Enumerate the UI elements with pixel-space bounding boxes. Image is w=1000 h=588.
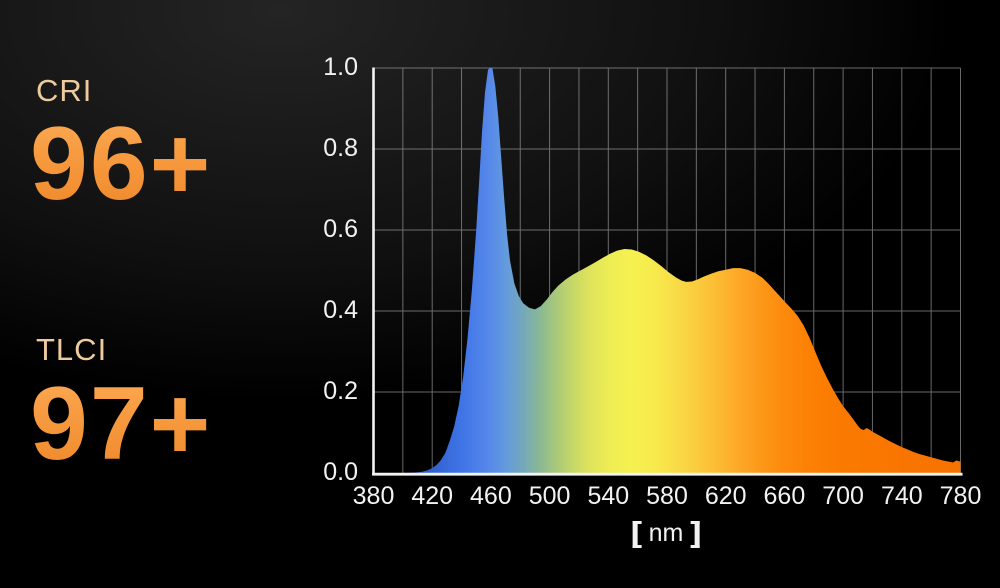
x-tick-label: 620 — [704, 482, 747, 510]
x-tick-label: 660 — [763, 482, 806, 510]
axes — [372, 67, 963, 476]
x-tick-label: 740 — [880, 482, 923, 510]
x-tick-label: 580 — [646, 482, 688, 510]
y-tick-label: 0.0 — [323, 458, 358, 486]
x-tick-label: 540 — [587, 482, 630, 510]
x-tick-label: 420 — [411, 482, 454, 510]
y-tick-label: 0.8 — [323, 134, 358, 162]
tlci-label: TLCI — [36, 332, 108, 367]
y-tick-label: 0.4 — [323, 296, 358, 324]
x-tick-label: 700 — [822, 482, 864, 510]
cri-value: 96+ — [30, 106, 213, 222]
x-axis-unit-text: nm — [648, 519, 684, 547]
x-tick-label: 380 — [352, 482, 395, 510]
tlci-value: 97+ — [30, 366, 213, 482]
right-lenticular-bracket-icon — [690, 521, 700, 548]
left-lenticular-bracket-icon — [632, 521, 642, 548]
x-axis-unit-label: nm — [632, 519, 700, 548]
x-tick-label: 780 — [939, 482, 982, 510]
y-tick-label: 0.2 — [323, 377, 358, 405]
x-tick-label: 460 — [470, 482, 512, 510]
spectrum-plot — [372, 67, 963, 476]
cri-label: CRI — [36, 73, 93, 108]
y-tick-label: 1.0 — [323, 53, 358, 81]
x-tick-label: 500 — [528, 482, 571, 510]
spectrum-area — [373, 68, 961, 473]
y-tick-label: 0.6 — [323, 215, 358, 243]
